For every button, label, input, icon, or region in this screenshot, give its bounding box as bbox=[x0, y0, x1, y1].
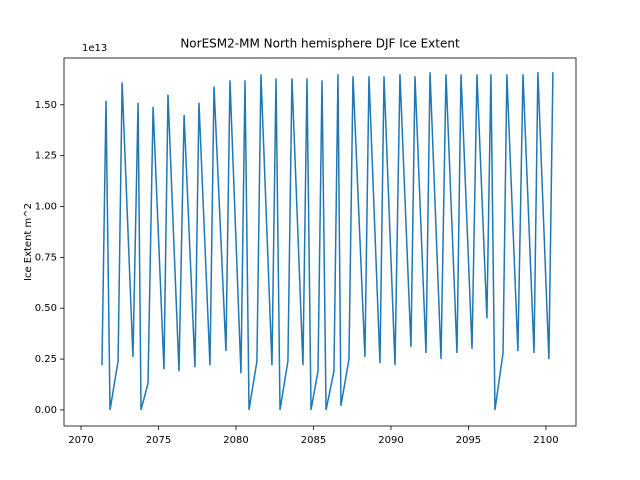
x-tick-label: 2075 bbox=[146, 435, 171, 446]
y-tick-label: 0.25 bbox=[35, 354, 57, 365]
x-tick-label: 2085 bbox=[301, 435, 326, 446]
y-tick-label: 1.25 bbox=[35, 151, 57, 162]
line bbox=[101, 72, 554, 411]
x-tick-label: 2100 bbox=[533, 435, 558, 446]
x-tick-label: 2090 bbox=[378, 435, 403, 446]
y-tick-label: 1.00 bbox=[35, 202, 57, 213]
x-tick-label: 2080 bbox=[223, 435, 248, 446]
x-tick-label: 2070 bbox=[68, 435, 93, 446]
y-tick-label: 1.50 bbox=[35, 100, 57, 111]
y-tick-label: 0.00 bbox=[35, 405, 57, 416]
y-offset-label: 1e13 bbox=[82, 43, 107, 54]
chart-title: NorESM2-MM North hemisphere DJF Ice Exte… bbox=[180, 37, 460, 51]
y-tick-label: 0.50 bbox=[35, 303, 57, 314]
y-tick-label: 0.75 bbox=[35, 252, 57, 263]
axes-frame bbox=[63, 57, 577, 427]
y-axis-label: Ice Extent m^2 bbox=[23, 203, 34, 281]
x-tick-label: 2095 bbox=[456, 435, 481, 446]
